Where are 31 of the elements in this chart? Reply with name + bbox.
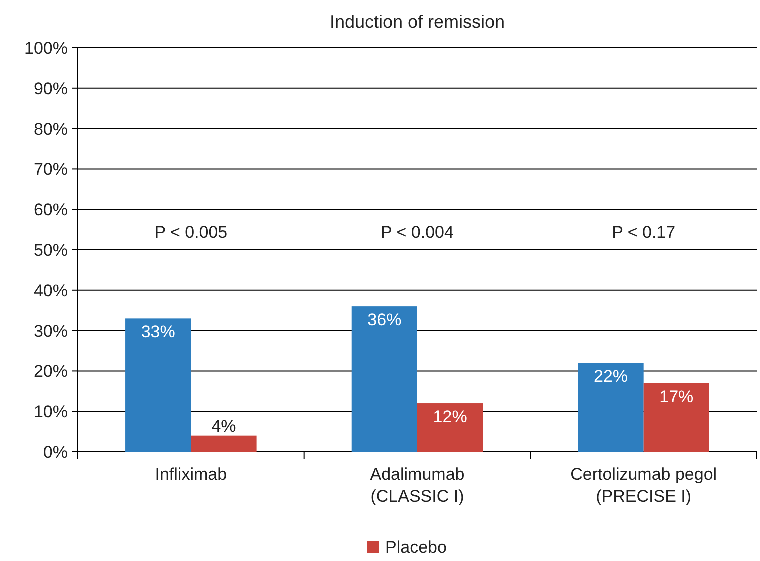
y-tick-label: 40% [34, 281, 68, 300]
bar [352, 306, 418, 452]
y-tick-label: 30% [34, 322, 68, 341]
bar [126, 318, 192, 452]
chart-title: Induction of remission [330, 12, 506, 32]
annotation: P < 0.004 [381, 222, 454, 242]
x-tick-label: Infliximab [155, 465, 228, 484]
annotation: P < 0.005 [154, 222, 228, 242]
x-tick-label: Certolizumab pegol (PRECISE I) [570, 465, 718, 506]
y-tick-label: 70% [34, 160, 68, 180]
legend-label: Placebo [386, 538, 447, 557]
y-tick-label: 50% [34, 240, 68, 260]
y-tick-label: 20% [34, 362, 68, 382]
y-tick-label: 60% [34, 200, 68, 220]
bar [644, 383, 710, 452]
data-label: 36% [368, 310, 402, 330]
data-label: 12% [433, 408, 468, 427]
bar [191, 436, 257, 452]
x-tick-label: Adalimumab (CLASSIC I) [370, 465, 465, 506]
data-label: 4% [212, 416, 236, 436]
y-tick-label: 80% [34, 120, 68, 139]
bar [418, 404, 484, 452]
y-tick-label: 100% [24, 38, 68, 58]
annotation: P < 0.17 [612, 222, 676, 242]
y-tick-label: 0% [43, 442, 68, 462]
y-tick-label: 90% [34, 79, 68, 98]
data-label: 33% [141, 322, 176, 342]
data-label: 17% [660, 387, 694, 406]
bar [578, 363, 644, 452]
y-tick-label: 10% [34, 402, 68, 422]
data-label: 22% [594, 367, 628, 386]
